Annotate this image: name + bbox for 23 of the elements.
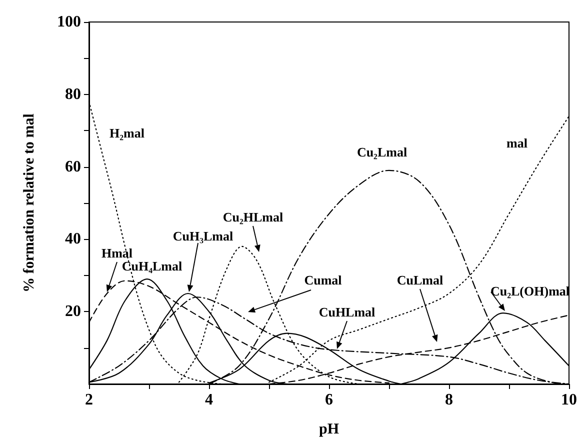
y-tick-label: 40 — [65, 230, 81, 248]
text: Cu₂HLmal — [222, 210, 284, 224]
x-tick-label: 10 — [561, 392, 577, 408]
text: CuH₃Lmal — [172, 228, 234, 244]
series-label: Cu₂L(OH)mal — [490, 284, 570, 298]
y-tick-label: 80 — [65, 86, 81, 103]
series-label: CuH₄Lmal — [122, 258, 182, 274]
x-tick-label: 8 — [445, 392, 453, 408]
text: Cumal — [304, 272, 342, 288]
text: CuLmal — [396, 272, 444, 288]
x-tick-label: 6 — [325, 392, 333, 408]
series-label: mal — [506, 136, 528, 150]
y-tick-label: 20 — [65, 303, 81, 320]
x-axis-title: pH — [318, 422, 340, 438]
y-axis-title: % formation relative to mal — [22, 114, 38, 292]
series-label: CuHLmal — [318, 304, 376, 320]
y-tick-label: 60 — [65, 158, 81, 176]
y-tick-label: 100 — [57, 14, 81, 30]
series-label: H₂mal — [110, 126, 145, 140]
x-tick-label: 4 — [205, 392, 213, 408]
series-label: Hmal — [101, 246, 133, 260]
series-label: Cu₂Lmal — [356, 144, 408, 160]
x-tick-label: 2 — [85, 392, 93, 408]
